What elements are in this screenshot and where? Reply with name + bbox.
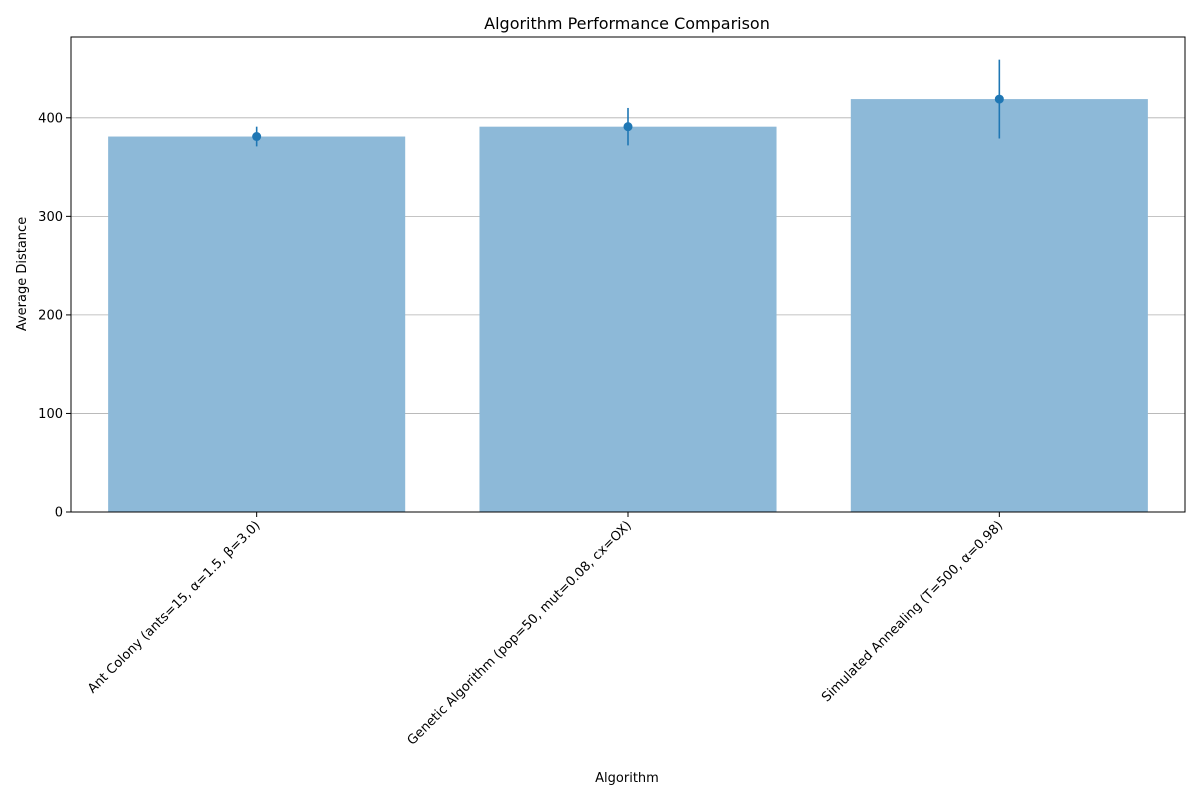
bars bbox=[108, 99, 1148, 513]
bar bbox=[108, 136, 406, 512]
x-tick-label: Ant Colony (ants=15, α=1.5, β=3.0) bbox=[85, 518, 263, 696]
y-tick-label: 100 bbox=[38, 407, 63, 422]
y-tick-label: 300 bbox=[38, 210, 63, 225]
y-tick-label: 400 bbox=[38, 111, 63, 126]
bar bbox=[479, 126, 777, 513]
y-axis-label: Average Distance bbox=[15, 217, 30, 331]
y-axis-ticks: 0 100 200 300 400 bbox=[38, 111, 71, 521]
mean-marker bbox=[994, 94, 1004, 104]
error-bars bbox=[252, 59, 1004, 147]
mean-marker bbox=[252, 132, 262, 142]
x-tick-label: Simulated Annealing (T=500, α=0.98) bbox=[819, 518, 1006, 705]
x-axis-label: Algorithm bbox=[595, 771, 659, 786]
chart-title: Algorithm Performance Comparison bbox=[484, 14, 770, 33]
bar bbox=[850, 99, 1148, 513]
y-tick-label: 0 bbox=[55, 506, 63, 521]
x-axis-ticks: Ant Colony (ants=15, α=1.5, β=3.0) Geneti… bbox=[85, 512, 1006, 748]
mean-marker bbox=[623, 122, 633, 132]
y-tick-label: 200 bbox=[38, 308, 63, 323]
x-tick-label: Genetic Algorithm (pop=50, mut=0.08, cx=… bbox=[405, 518, 635, 748]
